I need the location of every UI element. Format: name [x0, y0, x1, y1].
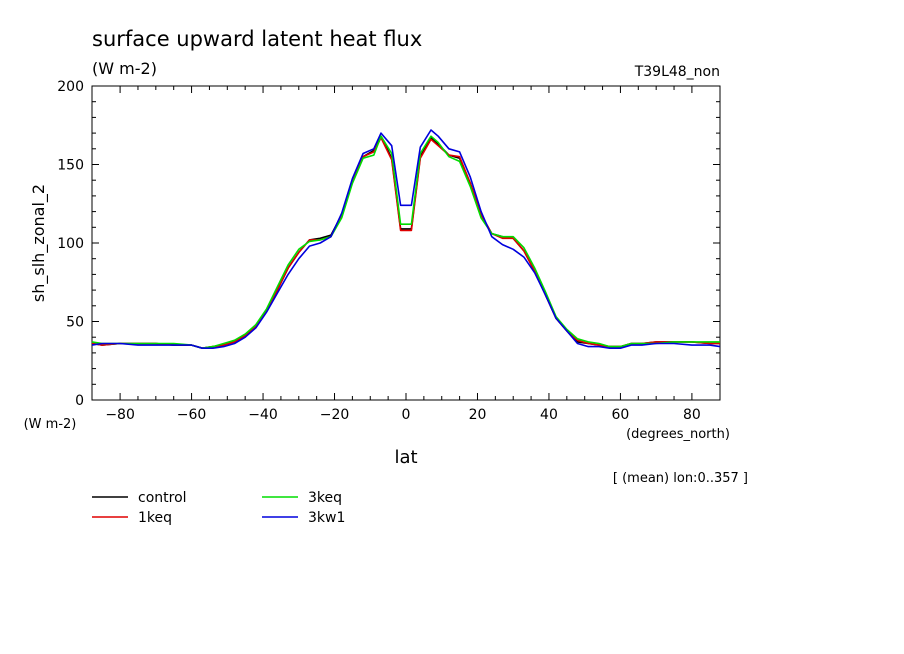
series-line-3kw1 — [91, 129, 721, 350]
x-tick-label: −20 — [320, 407, 350, 423]
x-tick-label: 20 — [469, 407, 487, 423]
x-tick-label: −80 — [105, 407, 135, 423]
y-tick-label: 50 — [66, 315, 84, 331]
legend-label-1keq: 1keq — [138, 510, 172, 526]
x-axis-unit: (degrees_north) — [626, 427, 730, 442]
y-tick-label: 200 — [57, 79, 84, 95]
x-tick-label: 80 — [683, 407, 701, 423]
axis-ticks — [92, 85, 720, 401]
y-tick-labels: 0 50 100 150 200 — [57, 79, 84, 409]
y-axis-unit: (W m-2) — [24, 417, 77, 432]
y-axis-label: sh_slh_zonal_2 — [29, 184, 49, 302]
series-line-3keq — [91, 135, 720, 350]
x-tick-label: 60 — [612, 407, 630, 423]
series-lines — [91, 129, 721, 350]
legend: control 1keq 3keq 3kw1 — [92, 490, 345, 526]
run-label: T39L48_non — [634, 64, 720, 80]
y-tick-label: 100 — [57, 236, 84, 252]
chart-title: surface upward latent heat flux — [92, 27, 422, 51]
series-line-control — [91, 135, 720, 350]
x-tick-label: −60 — [177, 407, 207, 423]
series-line-1keq — [91, 137, 720, 350]
plot-frame — [91, 85, 721, 401]
chart-subtitle: (W m-2) — [92, 59, 157, 78]
legend-label-3keq: 3keq — [308, 490, 342, 506]
x-tick-label: 40 — [540, 407, 558, 423]
legend-label-control: control — [138, 490, 187, 506]
x-tick-labels: −80 −60 −40 −20 0 20 40 60 80 — [105, 407, 701, 423]
y-tick-label: 150 — [57, 158, 84, 174]
x-tick-label: 0 — [402, 407, 411, 423]
x-axis-label: lat — [394, 447, 417, 468]
legend-label-3kw1: 3kw1 — [308, 510, 345, 526]
y-tick-label: 0 — [75, 393, 84, 409]
x-tick-label: −40 — [248, 407, 278, 423]
mean-note: [ (mean) lon:0..357 ] — [613, 471, 748, 486]
